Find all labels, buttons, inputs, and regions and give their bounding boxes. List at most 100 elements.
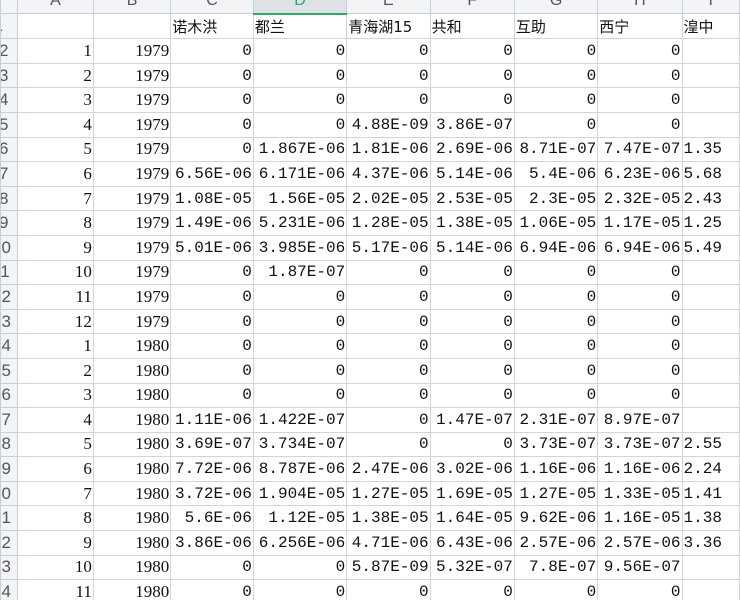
cell[interactable]: 0	[429, 62, 515, 89]
cell[interactable]: 0	[252, 87, 348, 113]
cell[interactable]: 1980	[92, 480, 172, 507]
cell[interactable]	[681, 407, 740, 433]
cell[interactable]: 3	[17, 87, 94, 113]
row-header[interactable]: 7	[0, 161, 18, 187]
cell[interactable]: 1980	[92, 382, 172, 409]
cell[interactable]	[681, 38, 740, 64]
cell[interactable]: 0	[170, 284, 254, 310]
column-header-G[interactable]: G	[513, 0, 599, 15]
cell[interactable]: 6	[17, 161, 94, 187]
cell[interactable]: 6.43E-06	[429, 530, 515, 556]
cell[interactable]: 5.231E-06	[252, 210, 348, 236]
cell[interactable]: 0	[346, 357, 431, 384]
cell[interactable]: 0	[513, 87, 599, 113]
cell[interactable]: 0	[170, 111, 254, 138]
cell[interactable]: 0	[252, 554, 348, 581]
cell[interactable]: 1979	[92, 161, 172, 187]
cell[interactable]: 1979	[92, 38, 172, 64]
row-header[interactable]: 21	[0, 505, 18, 532]
cell[interactable]: 2.53E-05	[429, 185, 515, 212]
cell[interactable]: 0	[252, 308, 348, 335]
cell[interactable]: 0	[513, 308, 599, 335]
cell[interactable]: 0	[513, 333, 599, 359]
cell[interactable]	[681, 333, 740, 359]
cell[interactable]: 1.904E-05	[252, 480, 348, 507]
cell[interactable]: 1980	[92, 579, 172, 600]
cell[interactable]: 9	[17, 234, 94, 261]
cell[interactable]: 5.17E-06	[346, 234, 431, 261]
row-header[interactable]: 12	[0, 284, 18, 310]
cell[interactable]: 0	[597, 38, 683, 64]
cell[interactable]: 2.24	[681, 456, 740, 482]
cell[interactable]: 1980	[92, 431, 172, 458]
cell[interactable]: 9.62E-06	[513, 505, 599, 532]
row-header[interactable]: 15	[0, 357, 18, 384]
cell[interactable]: 8	[17, 210, 94, 236]
cell[interactable]: 5.4E-06	[513, 161, 599, 187]
cell[interactable]: 1.87E-07	[252, 259, 348, 286]
row-header[interactable]: 8	[0, 185, 18, 212]
cell[interactable]: 5.87E-09	[346, 554, 431, 581]
cell[interactable]: 1979	[92, 185, 172, 212]
row-header[interactable]: 11	[0, 259, 18, 286]
cell[interactable]: 1.06E-05	[513, 210, 599, 236]
cell[interactable]: 3.73E-07	[513, 431, 599, 458]
row-header[interactable]: 18	[0, 431, 18, 458]
cell[interactable]: 1.49E-06	[170, 210, 254, 236]
cell[interactable]: 0	[170, 38, 254, 64]
cell[interactable]: 0	[346, 308, 431, 335]
cell[interactable]: 0	[346, 38, 431, 64]
cell[interactable]: 12	[17, 308, 94, 335]
cell[interactable]: 2.47E-06	[346, 456, 431, 482]
cell[interactable]: 0	[170, 382, 254, 409]
header-cell[interactable]: 湟中	[681, 13, 740, 40]
cell[interactable]: 2.3E-05	[513, 185, 599, 212]
cell[interactable]: 0	[429, 579, 515, 600]
cell[interactable]: 0	[170, 357, 254, 384]
header-cell[interactable]	[92, 13, 172, 40]
cell[interactable]: 0	[513, 284, 599, 310]
row-header[interactable]: 3	[0, 62, 18, 89]
header-cell[interactable]: 都兰	[252, 13, 348, 40]
cell[interactable]: 1980	[92, 407, 172, 433]
cell[interactable]: 0	[429, 382, 515, 409]
cell[interactable]: 1979	[92, 284, 172, 310]
cell[interactable]: 0	[429, 308, 515, 335]
column-header-F[interactable]: F	[429, 0, 515, 15]
cell[interactable]: 0	[170, 62, 254, 89]
cell[interactable]: 1.69E-05	[429, 480, 515, 507]
cell[interactable]: 1980	[92, 333, 172, 359]
cell[interactable]: 0	[513, 382, 599, 409]
cell[interactable]: 5.6E-06	[170, 505, 254, 532]
cell[interactable]: 1.16E-06	[597, 456, 683, 482]
cell[interactable]: 1979	[92, 210, 172, 236]
cell[interactable]: 0	[597, 579, 683, 600]
cell[interactable]: 0	[597, 382, 683, 409]
row-header[interactable]: 6	[0, 136, 18, 163]
cell[interactable]: 5	[17, 431, 94, 458]
header-cell[interactable]: 西宁	[597, 13, 683, 40]
cell[interactable]: 6.171E-06	[252, 161, 348, 187]
column-header-C[interactable]: C	[170, 0, 254, 15]
cell[interactable]: 5.01E-06	[170, 234, 254, 261]
cell[interactable]: 0	[346, 407, 431, 433]
column-header-E[interactable]: E	[346, 0, 431, 15]
cell[interactable]: 3.86E-07	[429, 111, 515, 138]
cell[interactable]: 6.23E-06	[597, 161, 683, 187]
cell[interactable]	[681, 284, 740, 310]
cell[interactable]: 0	[513, 357, 599, 384]
cell[interactable]	[681, 259, 740, 286]
header-cell[interactable]: 共和	[429, 13, 515, 40]
cell[interactable]: 1.27E-05	[346, 480, 431, 507]
cell[interactable]: 0	[170, 259, 254, 286]
cell[interactable]: 6.56E-06	[170, 161, 254, 187]
cell[interactable]: 1.27E-05	[513, 480, 599, 507]
row-header[interactable]: 23	[0, 554, 18, 581]
cell[interactable]: 1979	[92, 308, 172, 335]
cell[interactable]: 2.02E-05	[346, 185, 431, 212]
cell[interactable]: 5.49	[681, 234, 740, 261]
cell[interactable]: 1.08E-05	[170, 185, 254, 212]
cell[interactable]: 11	[17, 284, 94, 310]
cell[interactable]: 4.37E-06	[346, 161, 431, 187]
